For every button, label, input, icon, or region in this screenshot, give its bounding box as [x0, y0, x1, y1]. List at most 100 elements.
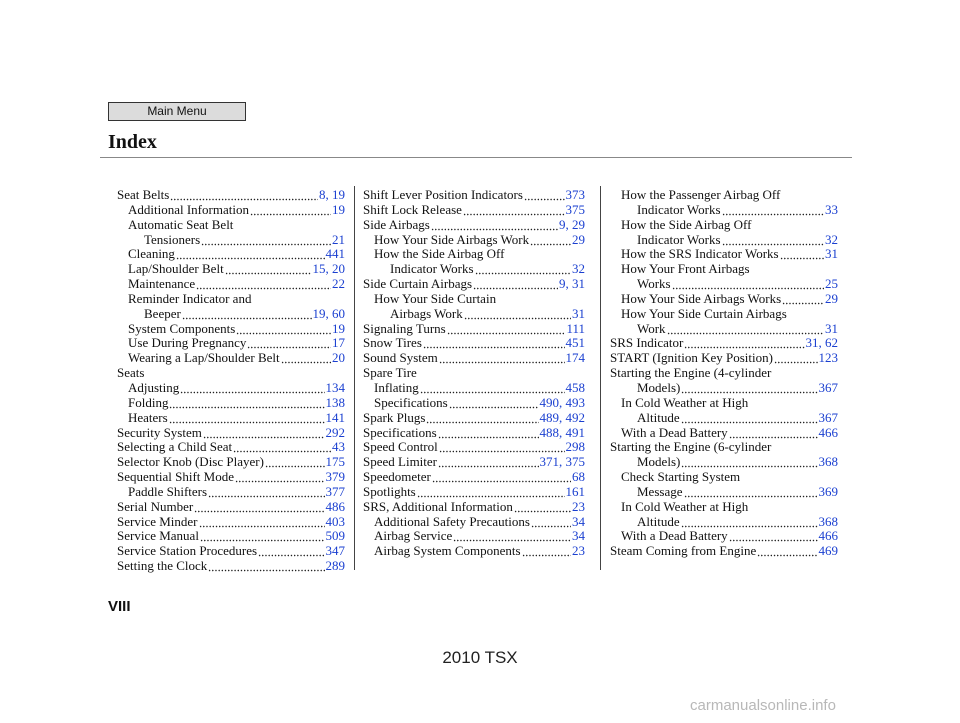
index-entry: How the SRS Indicator Works 31 [610, 246, 838, 263]
page-link[interactable]: 458 [565, 379, 586, 395]
dot-leader [170, 188, 318, 203]
entry-text: Speed Control [363, 439, 438, 455]
page-link[interactable]: 403 [325, 513, 346, 529]
dot-leader [680, 410, 818, 426]
entry-text: Side Airbags [363, 216, 430, 232]
page-link[interactable]: 469 [818, 543, 839, 559]
page-link[interactable]: 379 [325, 469, 346, 485]
page-link[interactable]: 34 [572, 528, 585, 544]
page-link[interactable]: 111 [566, 320, 585, 336]
index-entry: Service Station Procedures 347 [117, 543, 346, 560]
page-link[interactable]: 368 [818, 513, 839, 529]
index-entry: Altitude 368 [610, 513, 839, 530]
page-link[interactable]: 347 [325, 543, 346, 559]
page-link[interactable]: 33 [825, 201, 838, 217]
page-link[interactable]: 377 [325, 483, 346, 499]
page-link[interactable]: 23 [572, 498, 585, 514]
page-link[interactable]: 68 [572, 469, 585, 485]
index-entry: Indicator Works 33 [610, 201, 838, 218]
index-entry: How Your Side Curtain Airbags [610, 306, 838, 322]
index-entry: How Your Side Airbags Works 29 [610, 290, 838, 307]
dot-leader [681, 455, 818, 471]
page-link[interactable]: 174 [565, 350, 586, 366]
entry-text: How Your Side Airbags Works [621, 290, 782, 306]
page-link[interactable]: 31 [825, 246, 838, 262]
page-link[interactable]: 175 [325, 454, 346, 470]
entry-text: Inflating [374, 379, 419, 395]
page-link[interactable]: 17 [332, 335, 345, 351]
page-link[interactable]: 15, 20 [312, 261, 346, 277]
page-link[interactable]: 138 [325, 394, 346, 410]
index-column: Seat Belts 8, 19 Additional Information 19 A… [117, 187, 346, 574]
entry-text: Adjusting [128, 379, 180, 395]
entry-text: Message [637, 483, 683, 499]
page-link[interactable]: 298 [565, 439, 586, 455]
page-link[interactable]: 490, 493 [539, 394, 586, 410]
page-link[interactable]: 141 [325, 409, 346, 425]
page-link[interactable]: 23 [572, 543, 585, 559]
page-link[interactable]: 368 [818, 454, 839, 470]
dot-leader [438, 351, 565, 367]
page-link[interactable]: 371, 375 [539, 454, 586, 470]
page-link[interactable]: 375 [565, 201, 586, 217]
page-link[interactable]: 489, 492 [539, 409, 586, 425]
page-link[interactable]: 451 [565, 335, 586, 351]
page-link[interactable]: 161 [565, 483, 586, 499]
page-link[interactable]: 369 [818, 483, 839, 499]
page-link[interactable]: 488, 491 [539, 424, 586, 440]
entry-text: Starting the Engine (4-cylinder [610, 365, 772, 381]
entry-text: Airbag System Components [374, 543, 521, 559]
page-number: VIII [108, 598, 131, 615]
page-link[interactable]: 31 [572, 305, 585, 321]
page-link[interactable]: 441 [325, 246, 346, 262]
index-entry: Seat Belts 8, 19 [117, 187, 345, 203]
page-link[interactable]: 34 [572, 513, 585, 529]
page-link[interactable]: 29 [825, 290, 838, 306]
page-link[interactable]: 134 [325, 379, 346, 395]
page-link[interactable]: 9, 31 [559, 276, 585, 292]
page-link[interactable]: 21 [332, 231, 345, 247]
page-link[interactable]: 373 [565, 187, 586, 202]
index-entry: Lap/Shoulder Belt 15, 20 [117, 261, 346, 278]
index-entry: Beeper 19, 60 [117, 305, 346, 322]
entry-text: Service Manual [117, 528, 199, 544]
page-link[interactable]: 32 [572, 261, 585, 277]
page-link[interactable]: 19 [332, 201, 345, 217]
index-entry: Folding 138 [117, 394, 346, 411]
page-link[interactable]: 22 [332, 276, 345, 292]
page-link[interactable]: 509 [325, 528, 346, 544]
entry-text: How the Side Airbag Off [374, 246, 505, 262]
index-entry: Speed Control 298 [363, 439, 586, 456]
dot-leader [247, 336, 331, 352]
page-link[interactable]: 8, 19 [319, 187, 345, 202]
main-menu-button[interactable]: Main Menu [108, 102, 246, 121]
page-link[interactable]: 19, 60 [312, 305, 346, 321]
page-link[interactable]: 466 [818, 528, 839, 544]
page-link[interactable]: 20 [332, 350, 345, 366]
index-entry: Signaling Turns 111 [363, 320, 585, 337]
dot-leader [530, 232, 571, 248]
entry-text: Airbag Service [374, 528, 453, 544]
entry-text: Indicator Works [390, 261, 474, 277]
index-entry: How the Side Airbag Off [610, 217, 838, 233]
entry-text: Starting the Engine (6-cylinder [610, 439, 772, 455]
page-link[interactable]: 31, 62 [805, 335, 839, 351]
index-entry: Airbags Work 31 [363, 305, 585, 322]
page-link[interactable]: 123 [818, 350, 839, 366]
page-link[interactable]: 43 [332, 439, 345, 455]
page-link[interactable]: 486 [325, 498, 346, 514]
dot-leader [681, 380, 818, 396]
page-link[interactable]: 292 [325, 424, 346, 440]
page-link[interactable]: 289 [325, 558, 346, 574]
page-link[interactable]: 466 [818, 424, 839, 440]
page-link[interactable]: 9, 29 [559, 216, 585, 232]
page-link[interactable]: 29 [572, 231, 585, 247]
page-link[interactable]: 19 [332, 320, 345, 336]
page-link[interactable]: 25 [825, 276, 838, 292]
entry-text: How Your Front Airbags [621, 261, 750, 277]
page-link[interactable]: 367 [818, 379, 839, 395]
page-link[interactable]: 367 [818, 409, 839, 425]
page-link[interactable]: 31 [825, 320, 838, 336]
dot-leader [431, 470, 571, 485]
page-link[interactable]: 32 [825, 231, 838, 247]
